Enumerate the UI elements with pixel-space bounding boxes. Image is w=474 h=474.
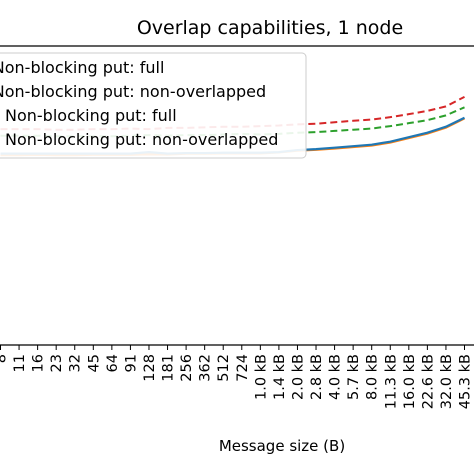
x-tick-label: 45	[86, 354, 102, 372]
x-tick-label: 2.8 kB	[309, 354, 325, 400]
x-tick-label: 91	[123, 354, 139, 372]
x-tick-label: 724	[235, 354, 251, 382]
legend-label-0: r: Non-blocking put: full	[0, 58, 164, 77]
x-tick-label: 8	[0, 354, 10, 363]
x-tick-label: 1.0 kB	[253, 354, 269, 400]
x-tick-label: 16.0 kB	[402, 354, 418, 409]
chart-title: Overlap capabilities, 1 node	[137, 17, 403, 39]
x-axis-label: Message size (B)	[219, 437, 345, 455]
x-tick-label: 11	[12, 354, 28, 372]
legend-label-2: Non-blocking put: full	[5, 106, 177, 125]
legend-label-1: r: Non-blocking put: non-overlapped	[0, 82, 266, 101]
x-tick-label: 8.0 kB	[365, 354, 381, 400]
x-tick-label: 5.7 kB	[346, 354, 362, 400]
legend-box	[0, 52, 307, 159]
legend-label-3: Non-blocking put: non-overlapped	[5, 130, 278, 149]
x-tick-label: 2.0 kB	[290, 354, 306, 400]
x-tick-label: 512	[216, 354, 232, 382]
x-tick-label: 45.3 kB	[458, 354, 474, 409]
x-tick-label: 32	[68, 354, 84, 372]
x-tick-label: 64	[105, 354, 121, 372]
x-tick-label: 23	[49, 354, 65, 372]
x-tick-label: 128	[142, 354, 158, 382]
x-tick-label: 32.0 kB	[439, 354, 455, 409]
x-tick-label: 1.4 kB	[272, 354, 288, 400]
x-tick-label: 256	[179, 354, 195, 382]
x-tick-label: 11.3 kB	[383, 354, 399, 409]
x-tick-label: 362	[198, 354, 214, 382]
x-tick-label: 16	[31, 354, 47, 372]
x-tick-label: 181	[161, 354, 177, 382]
x-tick-label: 4.0 kB	[328, 354, 344, 400]
x-tick-label: 22.6 kB	[420, 354, 436, 409]
